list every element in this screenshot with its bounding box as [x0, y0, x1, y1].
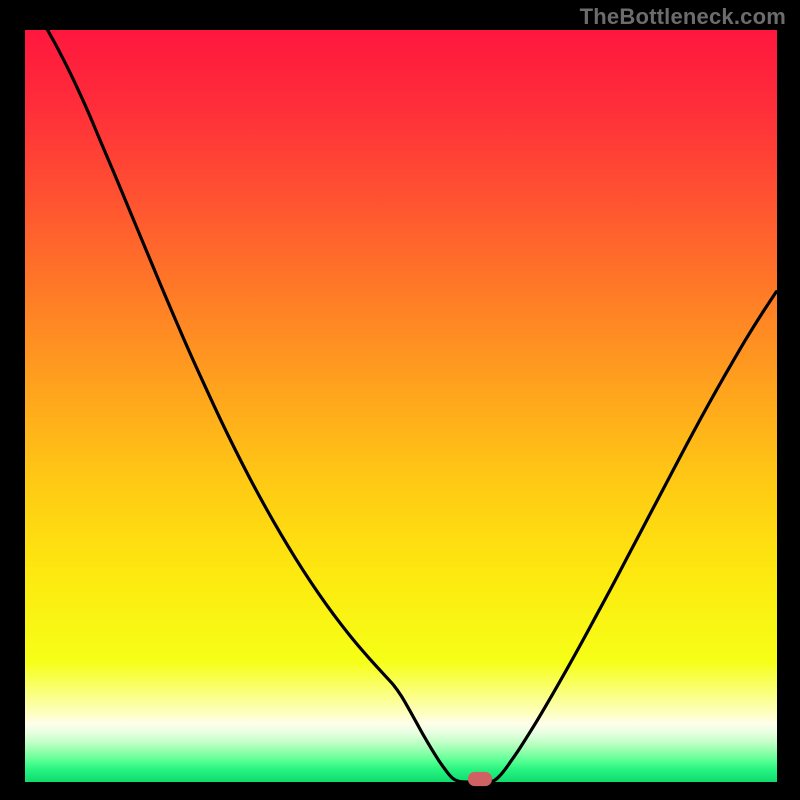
watermark-text: TheBottleneck.com	[580, 4, 786, 30]
bottleneck-chart	[0, 0, 800, 800]
plot-background	[25, 30, 777, 782]
minimum-marker	[468, 772, 492, 786]
chart-frame: TheBottleneck.com	[0, 0, 800, 800]
